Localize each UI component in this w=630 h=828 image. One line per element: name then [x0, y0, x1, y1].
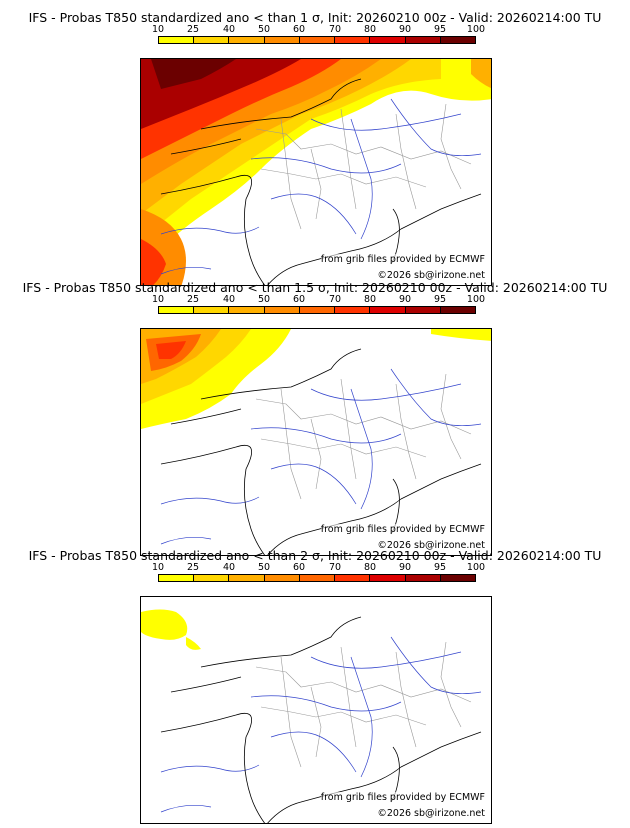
scale-label: 100: [466, 24, 486, 35]
probability-map: from grib files provided by ECMWF ©2026 …: [140, 596, 492, 824]
color-scale-labels: 10 25 40 50 60 70 80 90 95 100: [140, 294, 485, 306]
scale-label: 25: [186, 24, 200, 35]
scale-swatch: [370, 307, 406, 313]
copyright-note: ©2026 sb@irizone.net: [377, 270, 485, 281]
source-note: from grib files provided by ECMWF: [320, 524, 485, 535]
scale-swatch: [299, 307, 336, 313]
panel-title: IFS - Probas T850 standardized ano < tha…: [22, 280, 608, 295]
panel-1sigma: IFS - Probas T850 standardized ano < tha…: [0, 10, 630, 286]
color-scale-bar: [158, 574, 476, 582]
scale-label: 95: [433, 562, 447, 573]
panel-1.5sigma: IFS - Probas T850 standardized ano < tha…: [0, 280, 630, 556]
scale-swatch: [194, 307, 230, 313]
source-note: from grib files provided by ECMWF: [320, 254, 485, 265]
probability-fill-1.5sigma: [141, 329, 491, 429]
color-scale-bar: [158, 306, 476, 314]
panel-2sigma: IFS - Probas T850 standardized ano < tha…: [0, 548, 630, 824]
scale-label: 80: [363, 562, 377, 573]
scale-label: 40: [222, 24, 236, 35]
scale-label: 80: [363, 294, 377, 305]
scale-label: 50: [257, 294, 271, 305]
copyright-note: ©2026 sb@irizone.net: [377, 808, 485, 819]
scale-swatch: [335, 575, 371, 581]
scale-label: 95: [433, 24, 447, 35]
map-canvas: [141, 329, 491, 555]
scale-swatch: [370, 37, 406, 43]
scale-label: 25: [186, 294, 200, 305]
probability-fill-2sigma: [141, 609, 201, 650]
color-scale-bar: [158, 36, 476, 44]
scale-swatch: [299, 575, 336, 581]
scale-swatch: [335, 307, 371, 313]
scale-label: 10: [151, 562, 165, 573]
scale-label: 10: [151, 294, 165, 305]
scale-label: 60: [292, 562, 306, 573]
scale-swatch: [405, 575, 441, 581]
scale-label: 90: [398, 562, 412, 573]
scale-label: 40: [222, 294, 236, 305]
color-scale-labels: 10 25 40 50 60 70 80 90 95 100: [140, 562, 485, 574]
scale-label: 40: [222, 562, 236, 573]
scale-swatch: [159, 37, 195, 43]
scale-swatch: [405, 307, 441, 313]
scale-swatch: [229, 307, 265, 313]
map-canvas: [141, 609, 482, 823]
scale-label: 90: [398, 24, 412, 35]
copyright-note: ©2026 sb@irizone.net: [377, 540, 485, 551]
scale-swatch: [229, 575, 265, 581]
scale-label: 100: [466, 562, 486, 573]
scale-swatch: [194, 575, 230, 581]
scale-swatch: [159, 307, 195, 313]
scale-swatch: [264, 307, 300, 313]
probability-fill-1sigma: [141, 59, 491, 285]
scale-swatch: [264, 37, 300, 43]
scale-label: 60: [292, 294, 306, 305]
scale-swatch: [335, 37, 371, 43]
source-note: from grib files provided by ECMWF: [320, 792, 485, 803]
panel-title: IFS - Probas T850 standardized ano < tha…: [28, 548, 602, 563]
probability-map: from grib files provided by ECMWF ©2026 …: [140, 58, 492, 286]
scale-swatch: [370, 575, 406, 581]
scale-swatch: [229, 37, 265, 43]
panel-title: IFS - Probas T850 standardized ano < tha…: [28, 10, 602, 25]
scale-label: 50: [257, 24, 271, 35]
scale-swatch: [194, 37, 230, 43]
scale-label: 90: [398, 294, 412, 305]
scale-label: 60: [292, 24, 306, 35]
scale-label: 70: [328, 294, 342, 305]
scale-label: 100: [466, 294, 486, 305]
scale-label: 10: [151, 24, 165, 35]
color-scale-labels: 10 25 40 50 60 70 80 90 95 100: [140, 24, 485, 36]
map-canvas: [141, 59, 491, 285]
scale-swatch: [440, 575, 475, 581]
scale-swatch: [159, 575, 195, 581]
scale-swatch: [405, 37, 441, 43]
scale-label: 95: [433, 294, 447, 305]
scale-label: 70: [328, 562, 342, 573]
scale-label: 70: [328, 24, 342, 35]
scale-swatch: [440, 37, 475, 43]
scale-swatch: [440, 307, 475, 313]
scale-label: 25: [186, 562, 200, 573]
scale-swatch: [299, 37, 336, 43]
scale-swatch: [264, 575, 300, 581]
scale-label: 50: [257, 562, 271, 573]
probability-map: from grib files provided by ECMWF ©2026 …: [140, 328, 492, 556]
scale-label: 80: [363, 24, 377, 35]
